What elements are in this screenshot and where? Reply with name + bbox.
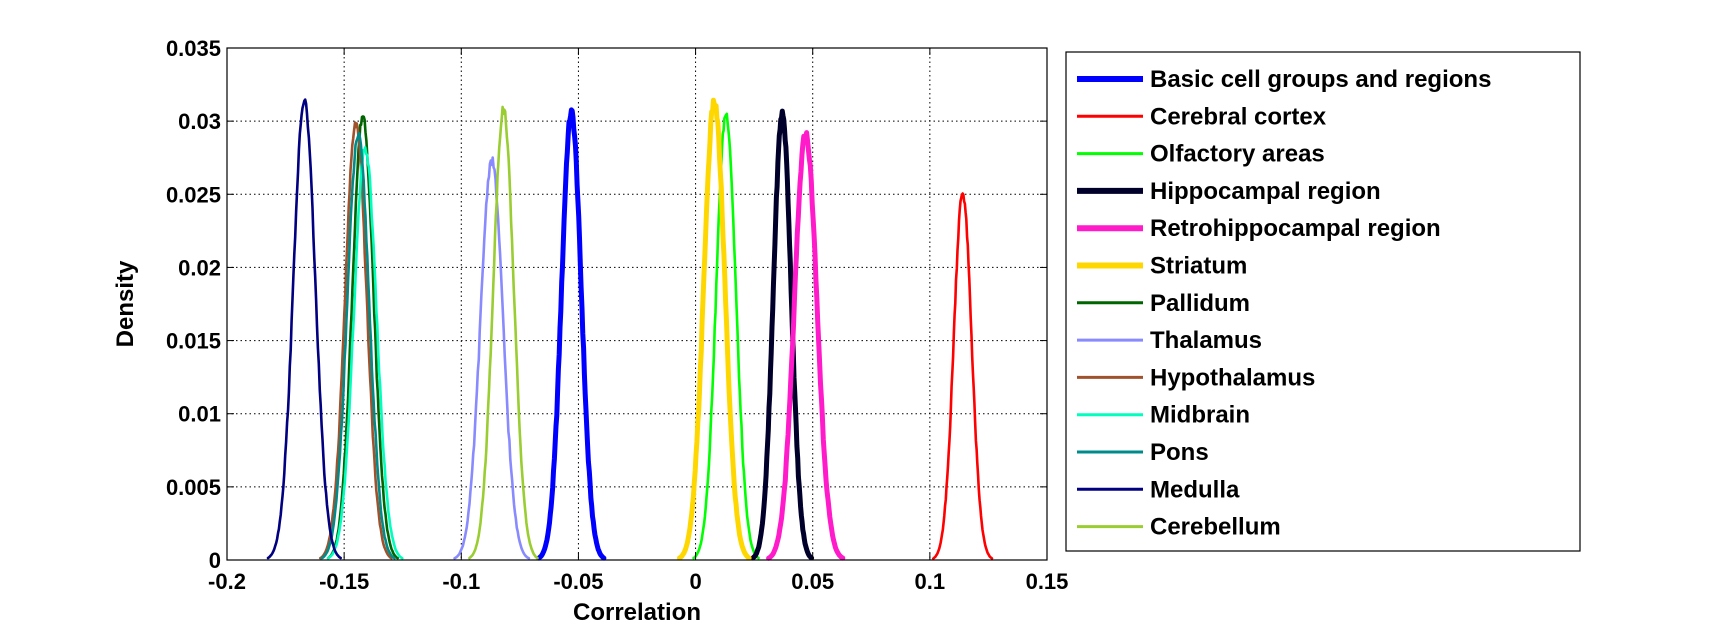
series-curve [318,121,393,560]
legend-label: Cerebral cortex [1150,103,1327,130]
y-axis-label: Density [112,260,139,347]
y-tick-label: 0.03 [178,109,221,134]
x-tick-label: 0 [689,569,701,594]
plot-frame [226,47,1048,561]
x-tick-label: -0.05 [553,569,603,594]
series-curve [931,192,994,560]
series-curve [750,108,815,561]
legend-box [1065,51,1581,552]
series-curve [326,115,400,560]
legend-label: Cerebellum [1150,514,1281,541]
x-tick-label: 0.05 [791,569,834,594]
x-tick-label: -0.2 [208,569,246,594]
legend-label: Striatum [1150,253,1247,280]
series-curve [326,146,404,560]
y-tick-label: 0.025 [166,182,221,207]
legend-label: Hypothalamus [1150,364,1315,391]
y-tick-label: 0.01 [178,402,221,427]
grid-lines [227,48,1047,560]
y-tick-label: 0.02 [178,255,221,280]
y-tick-label: 0 [209,548,221,573]
legend-label: Retrohippocampal region [1150,215,1441,242]
legend-label: Medulla [1150,476,1240,503]
x-axis-label: Correlation [573,599,701,625]
y-tick-label: 0.015 [166,329,221,354]
legend: Basic cell groups and regions Cerebral co… [1065,51,1581,552]
plot-background [227,48,1047,560]
legend-label: Pons [1150,439,1209,466]
series-curve [266,98,343,560]
series-curve [766,130,846,561]
legend-label: Basic cell groups and regions [1150,66,1491,93]
x-tick-label: -0.1 [442,569,480,594]
series-curve [320,132,396,560]
series-curves [266,97,994,561]
y-tick-label: 0.035 [166,36,221,61]
series-curve [468,105,539,560]
legend-label: Hippocampal region [1150,178,1381,205]
x-tick-label: 0.15 [1026,569,1069,594]
series-curve [453,156,531,560]
x-tick-label: -0.15 [319,569,369,594]
series-curve [692,112,760,560]
legend-label: Thalamus [1150,327,1262,354]
series-curve [536,107,607,561]
series-curve [677,97,752,561]
axis-ticks: -0.2 -0.15 -0.1 -0.05 0 0.05 0.1 0.15 0 0.005 0.01… [166,36,1068,594]
legend-label: Pallidum [1150,290,1250,317]
y-tick-label: 0.005 [166,475,221,500]
legend-label: Olfactory areas [1150,141,1325,168]
legend-label: Midbrain [1150,402,1250,429]
x-tick-label: 0.1 [915,569,946,594]
